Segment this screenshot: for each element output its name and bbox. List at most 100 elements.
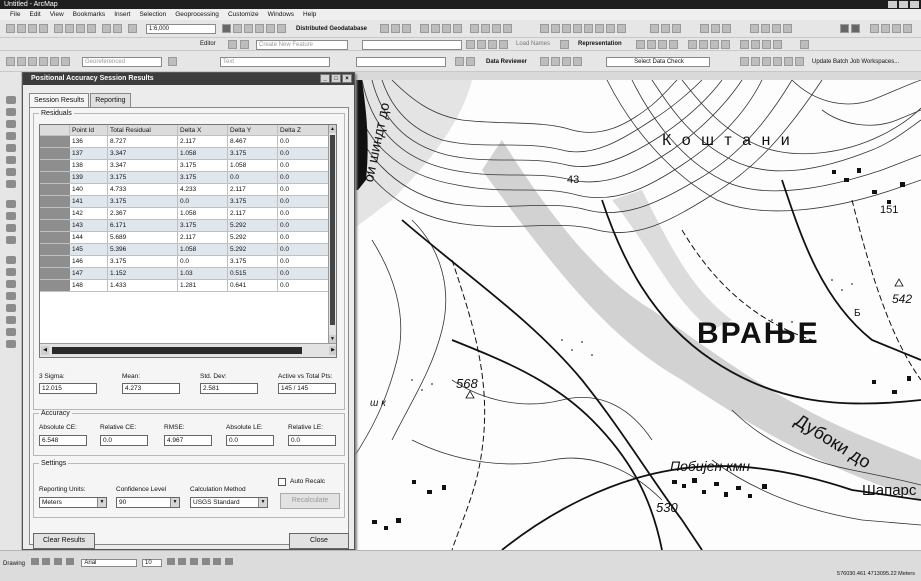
rep-tool-10-icon[interactable]	[751, 40, 760, 49]
minimize-button[interactable]	[888, 1, 897, 8]
table-horizontal-scrollbar[interactable]: ◀ ▶	[40, 343, 336, 357]
row-selector[interactable]	[40, 268, 70, 280]
col-header-point-id[interactable]: Point Id	[70, 125, 108, 136]
dark-tool-2-icon[interactable]	[851, 24, 860, 33]
sync-icon[interactable]	[391, 24, 400, 33]
rep-tool-2-icon[interactable]	[647, 40, 656, 49]
identify-tool-icon[interactable]	[6, 212, 16, 220]
cogo-icon[interactable]	[750, 24, 759, 33]
tab-session-results[interactable]: Session Results	[29, 93, 90, 108]
horizontal-scroll-thumb[interactable]	[52, 347, 302, 354]
python-icon[interactable]	[277, 24, 286, 33]
drawing-menu[interactable]: Drawing	[3, 561, 26, 567]
reviewer-tool-8-icon[interactable]	[751, 57, 760, 66]
dialog-close-button[interactable]: ×	[342, 74, 352, 83]
rep-tool-1-icon[interactable]	[636, 40, 645, 49]
col-header-delta-y[interactable]: Delta Y	[228, 125, 278, 136]
menu-bookmarks[interactable]: Bookmarks	[72, 11, 106, 18]
rep-tool-8-icon[interactable]	[721, 40, 730, 49]
table-row[interactable]: 137 3.347 1.058 3.175 0.0	[40, 148, 330, 160]
reviewer-tool-3-icon[interactable]	[540, 57, 549, 66]
catalog-icon[interactable]	[244, 24, 253, 33]
select-elements-icon[interactable]	[30, 558, 39, 565]
viewer-tool-icon[interactable]	[6, 316, 16, 324]
update-batch-job-label[interactable]: Update Batch Job Workspaces...	[812, 59, 900, 65]
reviewer-tool-4-icon[interactable]	[551, 57, 560, 66]
geo-tool-2-icon[interactable]	[17, 57, 26, 66]
dark-tool-1-icon[interactable]	[840, 24, 849, 33]
row-selector[interactable]	[40, 232, 70, 244]
georeferencing-layer-select[interactable]: Georeferenced	[82, 57, 162, 67]
row-selector[interactable]	[40, 160, 70, 172]
relative-le-field[interactable]: 0.0	[288, 435, 336, 446]
grid-tool-icon[interactable]	[870, 24, 879, 33]
editor-toolbar-icon[interactable]	[222, 24, 231, 33]
table-row[interactable]: 140 4.733 4.233 2.117 0.0	[40, 184, 330, 196]
editor-menu[interactable]: Editor	[200, 41, 216, 47]
swipe-tool-icon[interactable]	[6, 328, 16, 336]
close-button[interactable]: Close	[289, 533, 349, 549]
cut-icon[interactable]	[54, 24, 63, 33]
magnifier-tool-icon[interactable]	[6, 340, 16, 348]
hyperlink-tool-icon[interactable]	[6, 256, 16, 264]
undo-icon[interactable]	[102, 24, 111, 33]
confidence-level-select[interactable]: 90 ▼	[116, 497, 180, 508]
row-selector[interactable]	[40, 244, 70, 256]
time-slider-icon[interactable]	[492, 24, 501, 33]
export-icon[interactable]	[402, 24, 411, 33]
line-color-icon[interactable]	[225, 558, 234, 565]
reviewer-tool-6-icon[interactable]	[573, 57, 582, 66]
geo-tool-3-icon[interactable]	[28, 57, 37, 66]
reporting-units-select[interactable]: Meters ▼	[39, 497, 107, 508]
row-selector[interactable]	[40, 208, 70, 220]
auto-recalc-checkbox[interactable]	[278, 478, 286, 486]
back-tool-icon[interactable]	[6, 168, 16, 176]
graph-icon[interactable]	[661, 24, 670, 33]
measure-tool-icon[interactable]	[6, 236, 16, 244]
row-selector[interactable]	[40, 172, 70, 184]
reviewer-tool-7-icon[interactable]	[740, 57, 749, 66]
bold-icon[interactable]	[166, 558, 175, 565]
representation-menu[interactable]: Representation	[578, 41, 622, 47]
zoom-out-icon[interactable]	[551, 24, 560, 33]
menu-file[interactable]: File	[10, 11, 21, 18]
table-row[interactable]: 141 3.175 0.0 3.175 0.0	[40, 196, 330, 208]
go-to-xy-icon[interactable]	[481, 24, 490, 33]
search-icon[interactable]	[255, 24, 264, 33]
scroll-up-arrow-icon[interactable]: ▲	[329, 125, 336, 133]
redo-icon[interactable]	[113, 24, 122, 33]
chevron-down-icon[interactable]: ▼	[97, 498, 106, 507]
rep-tool-12-icon[interactable]	[773, 40, 782, 49]
layout-icon[interactable]	[650, 24, 659, 33]
menu-insert[interactable]: Insert	[114, 11, 131, 18]
find-tool-icon[interactable]	[6, 224, 16, 232]
col-header-total-residual[interactable]: Total Residual	[108, 125, 178, 136]
dialog-minimize-button[interactable]: _	[320, 74, 330, 83]
font-size-select[interactable]: 10	[142, 559, 163, 568]
window-tool-icon[interactable]	[881, 24, 890, 33]
vertical-scroll-thumb[interactable]	[330, 135, 335, 325]
geo-tool-4-icon[interactable]	[39, 57, 48, 66]
fixed-zoom-in-tool-icon[interactable]	[6, 144, 16, 152]
recalculate-button[interactable]: Recalculate	[280, 493, 340, 509]
measure-icon[interactable]	[453, 24, 462, 33]
absolute-ce-field[interactable]: 6.548	[39, 435, 87, 446]
text-tool-icon[interactable]	[168, 57, 177, 66]
table-row[interactable]: 139 3.175 3.175 0.0 0.0	[40, 172, 330, 184]
traverse-icon[interactable]	[761, 24, 770, 33]
hyperlink-icon[interactable]	[503, 24, 512, 33]
reviewer-tool-10-icon[interactable]	[773, 57, 782, 66]
reviewer-tool-9-icon[interactable]	[762, 57, 771, 66]
rep-tool-7-icon[interactable]	[710, 40, 719, 49]
proportion-icon[interactable]	[783, 24, 792, 33]
geo-tool-6-icon[interactable]	[61, 57, 70, 66]
load-names-label[interactable]: Load Names	[516, 41, 551, 47]
pan-icon[interactable]	[562, 24, 571, 33]
overflow-tool-icon[interactable]	[903, 24, 912, 33]
target-layer-select[interactable]	[362, 40, 462, 50]
row-selector[interactable]	[40, 196, 70, 208]
report-icon[interactable]	[672, 24, 681, 33]
table-row[interactable]: 146 3.175 0.0 3.175 0.0	[40, 256, 330, 268]
table-row[interactable]: 142 2.367 1.058 2.117 0.0	[40, 208, 330, 220]
time-tool-icon[interactable]	[6, 304, 16, 312]
